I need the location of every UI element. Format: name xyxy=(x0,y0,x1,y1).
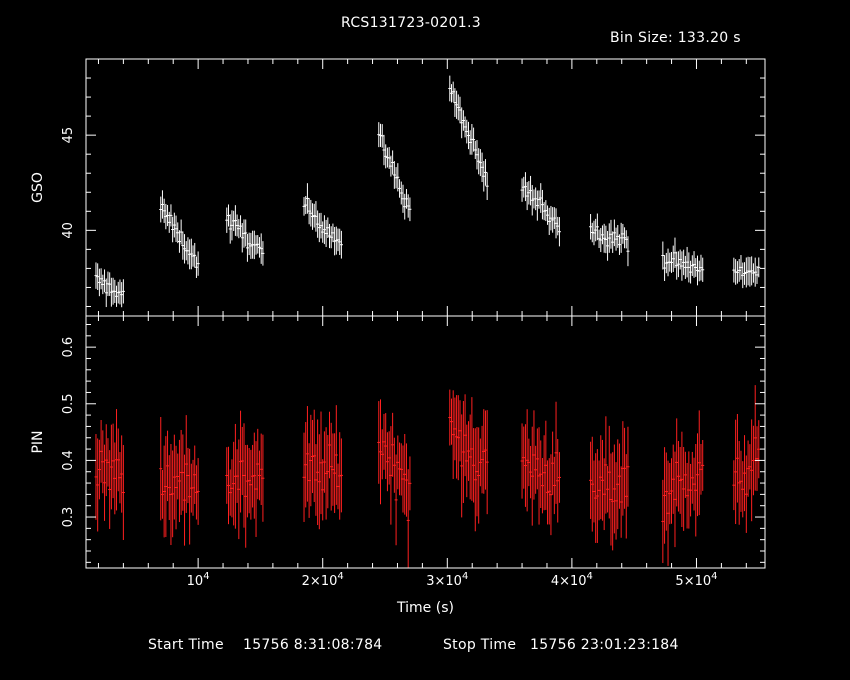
gso-panel: 40 45 GSO xyxy=(30,58,766,317)
pin-panel: 0.3 0.4 0.5 0.6 PIN 104 2×104 3×104 4×104 5×104 Ti… xyxy=(30,315,766,616)
x-tick-label: 4×104 xyxy=(551,571,593,589)
data-points xyxy=(94,75,761,308)
y-tick-label: 0.4 xyxy=(61,450,76,471)
x-axis-label: Time (s) xyxy=(396,600,454,616)
data-points xyxy=(94,385,761,568)
start-time-value: 15756 8:31:08:784 xyxy=(243,637,383,653)
x-tick-label: 104 xyxy=(187,571,210,589)
panel-frame xyxy=(85,58,766,317)
y-axis-label: GSO xyxy=(30,172,46,203)
x-tick-label: 5×104 xyxy=(675,571,717,589)
start-time-label: Start Time xyxy=(148,637,224,653)
y-tick-label: 0.3 xyxy=(61,507,76,528)
y-tick-label: 40 xyxy=(61,222,76,239)
x-tick-label: 3×104 xyxy=(426,571,468,589)
y-tick-label: 0.6 xyxy=(61,337,76,358)
bin-size-label: Bin Size: 133.20 s xyxy=(610,30,741,46)
y-axis-label: PIN xyxy=(30,430,46,453)
stop-time-label: Stop Time xyxy=(443,637,517,653)
plot-title: RCS131723-0201.3 xyxy=(341,15,481,31)
panel-frame xyxy=(85,315,766,569)
x-tick-label: 2×104 xyxy=(302,571,344,589)
y-tick-label: 0.5 xyxy=(61,393,76,414)
stop-time-value: 15756 23:01:23:184 xyxy=(530,637,679,653)
y-tick-label: 45 xyxy=(61,127,76,144)
